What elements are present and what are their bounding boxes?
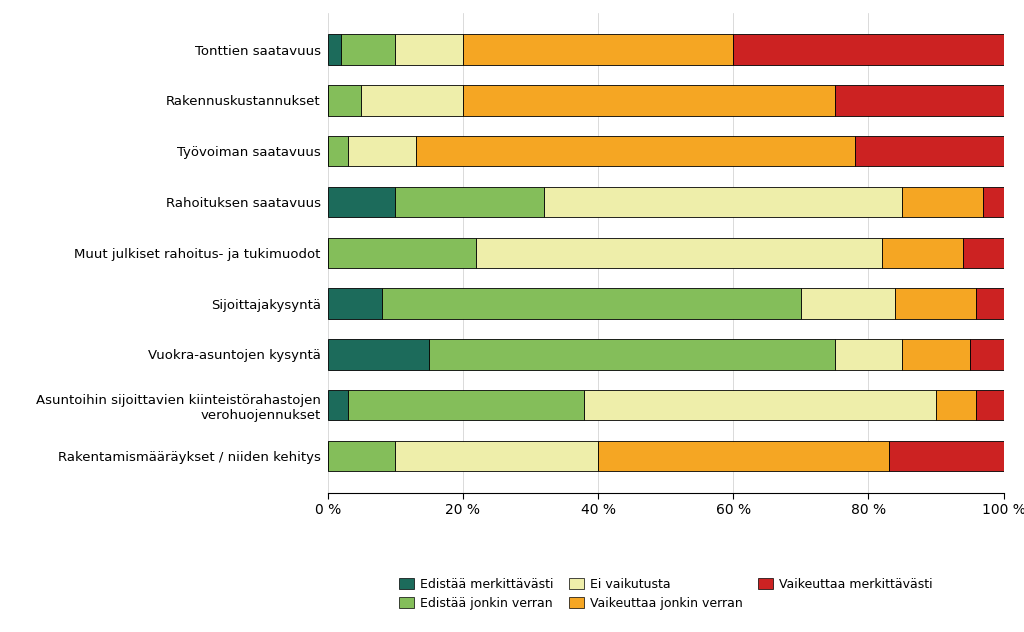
Bar: [328, 136, 348, 166]
Bar: [328, 390, 348, 420]
Bar: [835, 85, 1004, 116]
Bar: [977, 288, 1004, 319]
Bar: [328, 238, 476, 268]
Bar: [936, 390, 977, 420]
Bar: [882, 238, 963, 268]
Bar: [855, 136, 1004, 166]
Bar: [328, 288, 382, 319]
Bar: [598, 441, 889, 471]
Bar: [963, 238, 1004, 268]
Bar: [328, 339, 429, 370]
Bar: [395, 35, 463, 65]
Bar: [395, 441, 598, 471]
Bar: [970, 339, 1004, 370]
Bar: [463, 85, 835, 116]
Bar: [463, 35, 733, 65]
Bar: [544, 187, 902, 217]
Bar: [977, 390, 1004, 420]
Bar: [983, 187, 1004, 217]
Bar: [429, 339, 835, 370]
Bar: [395, 187, 544, 217]
Bar: [328, 85, 361, 116]
Bar: [895, 288, 977, 319]
Bar: [733, 35, 1004, 65]
Bar: [328, 187, 395, 217]
Bar: [348, 136, 416, 166]
Bar: [382, 288, 801, 319]
Bar: [341, 35, 395, 65]
Bar: [889, 441, 1004, 471]
Bar: [835, 339, 902, 370]
Bar: [361, 85, 463, 116]
Bar: [328, 441, 395, 471]
Bar: [328, 35, 341, 65]
Legend: Edistää merkittävästi, Edistää jonkin verran, Ei vaikutusta, Vaikeuttaa jonkin v: Edistää merkittävästi, Edistää jonkin ve…: [392, 571, 939, 616]
Bar: [348, 390, 585, 420]
Bar: [416, 136, 855, 166]
Bar: [585, 390, 936, 420]
Bar: [902, 339, 970, 370]
Bar: [801, 288, 895, 319]
Bar: [476, 238, 882, 268]
Bar: [902, 187, 983, 217]
